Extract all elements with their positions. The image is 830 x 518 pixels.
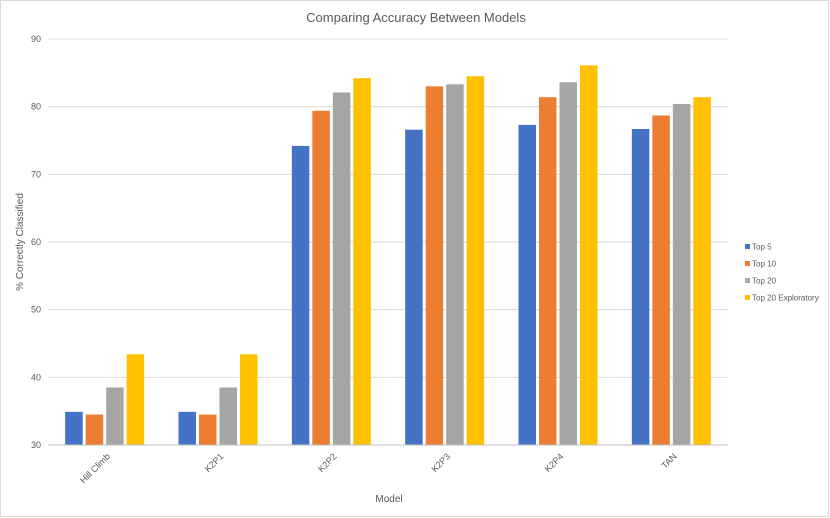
y-tick-label: 70	[31, 169, 41, 179]
bar-top-20	[219, 387, 237, 445]
x-tick-label: Hill Climb	[78, 451, 112, 485]
y-tick-label: 60	[31, 237, 41, 247]
x-tick-label: TAN	[659, 451, 678, 470]
bar-top-20-exploratory	[693, 97, 711, 446]
legend-label: Top 20	[752, 277, 777, 286]
bar-top-5	[405, 129, 423, 445]
bars	[65, 65, 711, 446]
bar-top-10	[85, 414, 104, 445]
bar-top-5	[291, 145, 310, 445]
bar-top-20	[332, 92, 351, 445]
bar-top-20	[559, 82, 577, 445]
x-axis-title: Model	[375, 494, 402, 505]
bar-top-5	[178, 411, 196, 445]
bar-top-20	[446, 84, 464, 445]
y-tick-label: 30	[31, 440, 41, 450]
legend-swatch	[745, 261, 750, 266]
y-tick-label: 90	[31, 34, 41, 44]
x-axis-ticks: Hill Climb K2P1 K2P2 K2P3 K2P4 TAN	[78, 451, 679, 485]
bar-top-5	[518, 124, 536, 445]
bar-top-20-exploratory	[580, 65, 598, 445]
bar-top-10	[425, 86, 444, 445]
legend-label: Top 10	[752, 260, 777, 269]
gridlines	[48, 38, 728, 378]
y-tick-label: 80	[31, 102, 41, 112]
y-tick-label: 40	[31, 372, 41, 382]
x-tick-label: K2P4	[543, 451, 566, 474]
legend-label: Top 20 Exploratory	[752, 294, 819, 303]
bar-top-20-exploratory	[353, 78, 371, 445]
bar-top-20	[106, 387, 124, 445]
x-tick-label: K2P2	[316, 451, 339, 474]
legend: Top 5 Top 10 Top 20 Top 20 Exploratory	[745, 243, 819, 303]
y-axis-ticks: 30 40 50 60 70 80 90	[31, 34, 41, 450]
legend-swatch	[745, 244, 750, 249]
y-tick-label: 50	[31, 305, 41, 315]
bar-top-20	[672, 103, 691, 446]
bar-top-20-exploratory	[240, 354, 258, 445]
bar-top-5	[631, 128, 650, 445]
bar-top-10	[199, 414, 217, 445]
chart-title: Comparing Accuracy Between Models	[306, 10, 526, 25]
legend-swatch	[745, 295, 750, 300]
bar-top-20-exploratory	[126, 354, 145, 445]
bar-top-10	[652, 115, 670, 446]
bar-top-5	[65, 411, 83, 445]
legend-swatch	[745, 278, 750, 283]
x-tick-label: K2P3	[429, 451, 452, 474]
bar-top-10	[312, 110, 330, 445]
bar-top-10	[539, 97, 557, 446]
bar-top-20-exploratory	[466, 76, 485, 445]
x-tick-label: K2P1	[203, 451, 226, 474]
y-axis-title: % Correctly Classified	[15, 193, 26, 291]
legend-label: Top 5	[752, 243, 772, 252]
